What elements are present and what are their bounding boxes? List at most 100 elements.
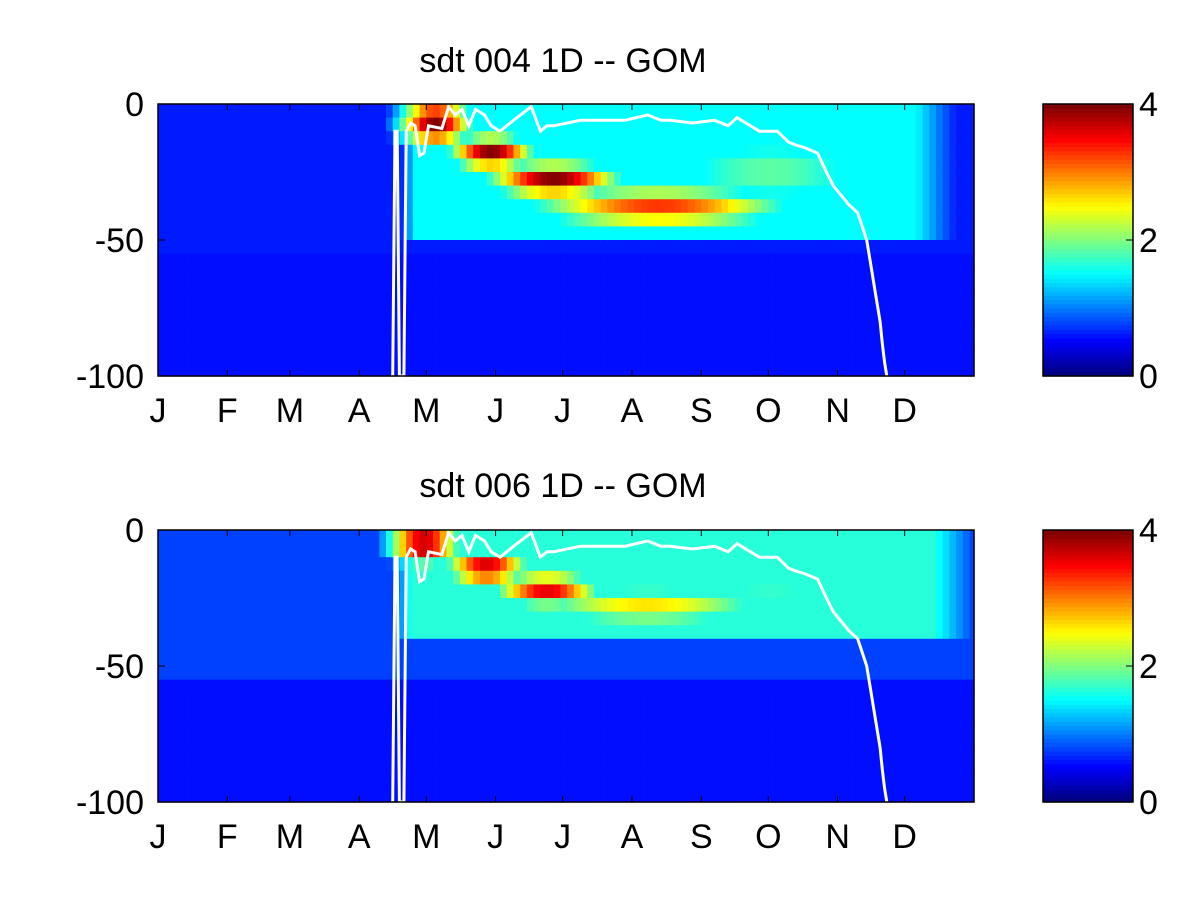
heatmap-cell: [520, 625, 528, 640]
heatmap-cell: [292, 253, 300, 268]
heatmap-cell: [593, 226, 602, 241]
heatmap-cell: [741, 267, 749, 295]
heatmap-cell: [453, 679, 461, 694]
heatmap-cell: [580, 530, 588, 545]
heatmap-cell: [158, 543, 166, 558]
heatmap-cell: [412, 158, 421, 173]
heatmap-cell: [231, 117, 240, 132]
heatmap-cell: [855, 226, 863, 241]
heatmap-cell: [332, 543, 340, 558]
heatmap-cell: [815, 199, 823, 214]
heatmap-cell: [801, 543, 810, 558]
heatmap-cell: [761, 226, 769, 241]
heatmap-cell: [345, 348, 354, 377]
heatmap-cell: [821, 557, 830, 572]
heatmap-cell: [607, 774, 615, 803]
heatmap-cell: [318, 625, 327, 640]
heatmap-cell: [446, 348, 454, 377]
heatmap-cell: [158, 774, 166, 803]
heatmap-cell: [741, 104, 749, 119]
heatmap-cell: [593, 693, 602, 721]
heatmap-cell: [828, 598, 836, 613]
colorbar-cell: [1043, 785, 1133, 790]
heatmap-cell: [298, 144, 307, 159]
heatmap-cell: [808, 212, 816, 227]
heatmap-cell: [493, 131, 501, 146]
x-tick-label: F: [217, 392, 238, 430]
heatmap-cell: [225, 253, 233, 268]
heatmap-cell: [513, 185, 521, 200]
heatmap-cell: [305, 530, 313, 545]
heatmap-cell: [513, 294, 521, 323]
heatmap-cell: [158, 584, 166, 599]
heatmap-cell: [949, 185, 957, 200]
heatmap-cell: [795, 611, 803, 626]
heatmap-cell: [593, 625, 602, 640]
heatmap-cell: [694, 611, 702, 626]
heatmap-cell: [687, 253, 696, 268]
heatmap-cell: [318, 321, 327, 350]
heatmap-cell: [272, 199, 280, 214]
heatmap-cell: [298, 212, 307, 227]
heatmap-cell: [446, 666, 454, 681]
heatmap-cell: [882, 584, 890, 599]
heatmap-cell: [721, 570, 729, 585]
heatmap-cell: [795, 774, 803, 803]
heatmap-cell: [895, 543, 904, 558]
heatmap-cell: [238, 212, 246, 227]
heatmap-cell: [875, 212, 883, 227]
heatmap-cell: [775, 611, 783, 626]
heatmap-cell: [842, 530, 850, 545]
heatmap-cell: [473, 294, 481, 323]
heatmap-cell: [513, 774, 521, 803]
heatmap-cell: [285, 679, 293, 694]
heatmap-cell: [775, 598, 783, 613]
heatmap-cell: [285, 747, 293, 776]
heatmap-cell: [728, 679, 736, 694]
heatmap-cell: [661, 679, 669, 694]
heatmap-cell: [553, 666, 562, 681]
heatmap-cell: [386, 158, 394, 173]
heatmap-cell: [466, 679, 474, 694]
heatmap-cell: [500, 212, 508, 227]
heatmap-cell: [909, 679, 917, 694]
heatmap-cell: [479, 348, 488, 377]
heatmap-cell: [426, 638, 434, 653]
heatmap-cell: [949, 570, 957, 585]
colorbar-cell: [1043, 329, 1133, 335]
heatmap-cell: [178, 144, 186, 159]
heatmap-cell: [634, 543, 642, 558]
heatmap-cell: [915, 584, 924, 599]
colorbar-cell: [1043, 142, 1133, 148]
heatmap-cell: [835, 144, 843, 159]
heatmap-cell: [868, 666, 877, 681]
heatmap-cell: [178, 348, 186, 377]
heatmap-cell: [372, 212, 380, 227]
heatmap-cell: [386, 652, 394, 667]
heatmap-cell: [654, 747, 662, 776]
heatmap-cell: [412, 543, 421, 558]
heatmap-cell: [399, 530, 407, 545]
heatmap-cell: [526, 584, 535, 599]
heatmap-cell: [915, 530, 924, 545]
heatmap-cell: [922, 652, 930, 667]
colorbar-cell: [1043, 742, 1133, 748]
heatmap-cell: [493, 240, 501, 255]
heatmap-cell: [734, 158, 743, 173]
heatmap-cell: [453, 172, 461, 187]
heatmap-cell: [191, 543, 199, 558]
heatmap-cell: [359, 267, 367, 295]
heatmap-cell: [479, 117, 488, 132]
heatmap-cell: [379, 638, 387, 653]
heatmap-cell: [204, 226, 213, 241]
heatmap-cell: [191, 598, 199, 613]
heatmap-cell: [231, 747, 240, 776]
heatmap-cell: [459, 240, 468, 255]
heatmap-cell: [842, 638, 850, 653]
heatmap-cell: [935, 625, 944, 640]
heatmap-cell: [178, 611, 186, 626]
heatmap-cell: [882, 117, 890, 132]
heatmap-cell: [761, 543, 769, 558]
heatmap-cell: [218, 611, 226, 626]
heatmap-cell: [359, 666, 367, 681]
